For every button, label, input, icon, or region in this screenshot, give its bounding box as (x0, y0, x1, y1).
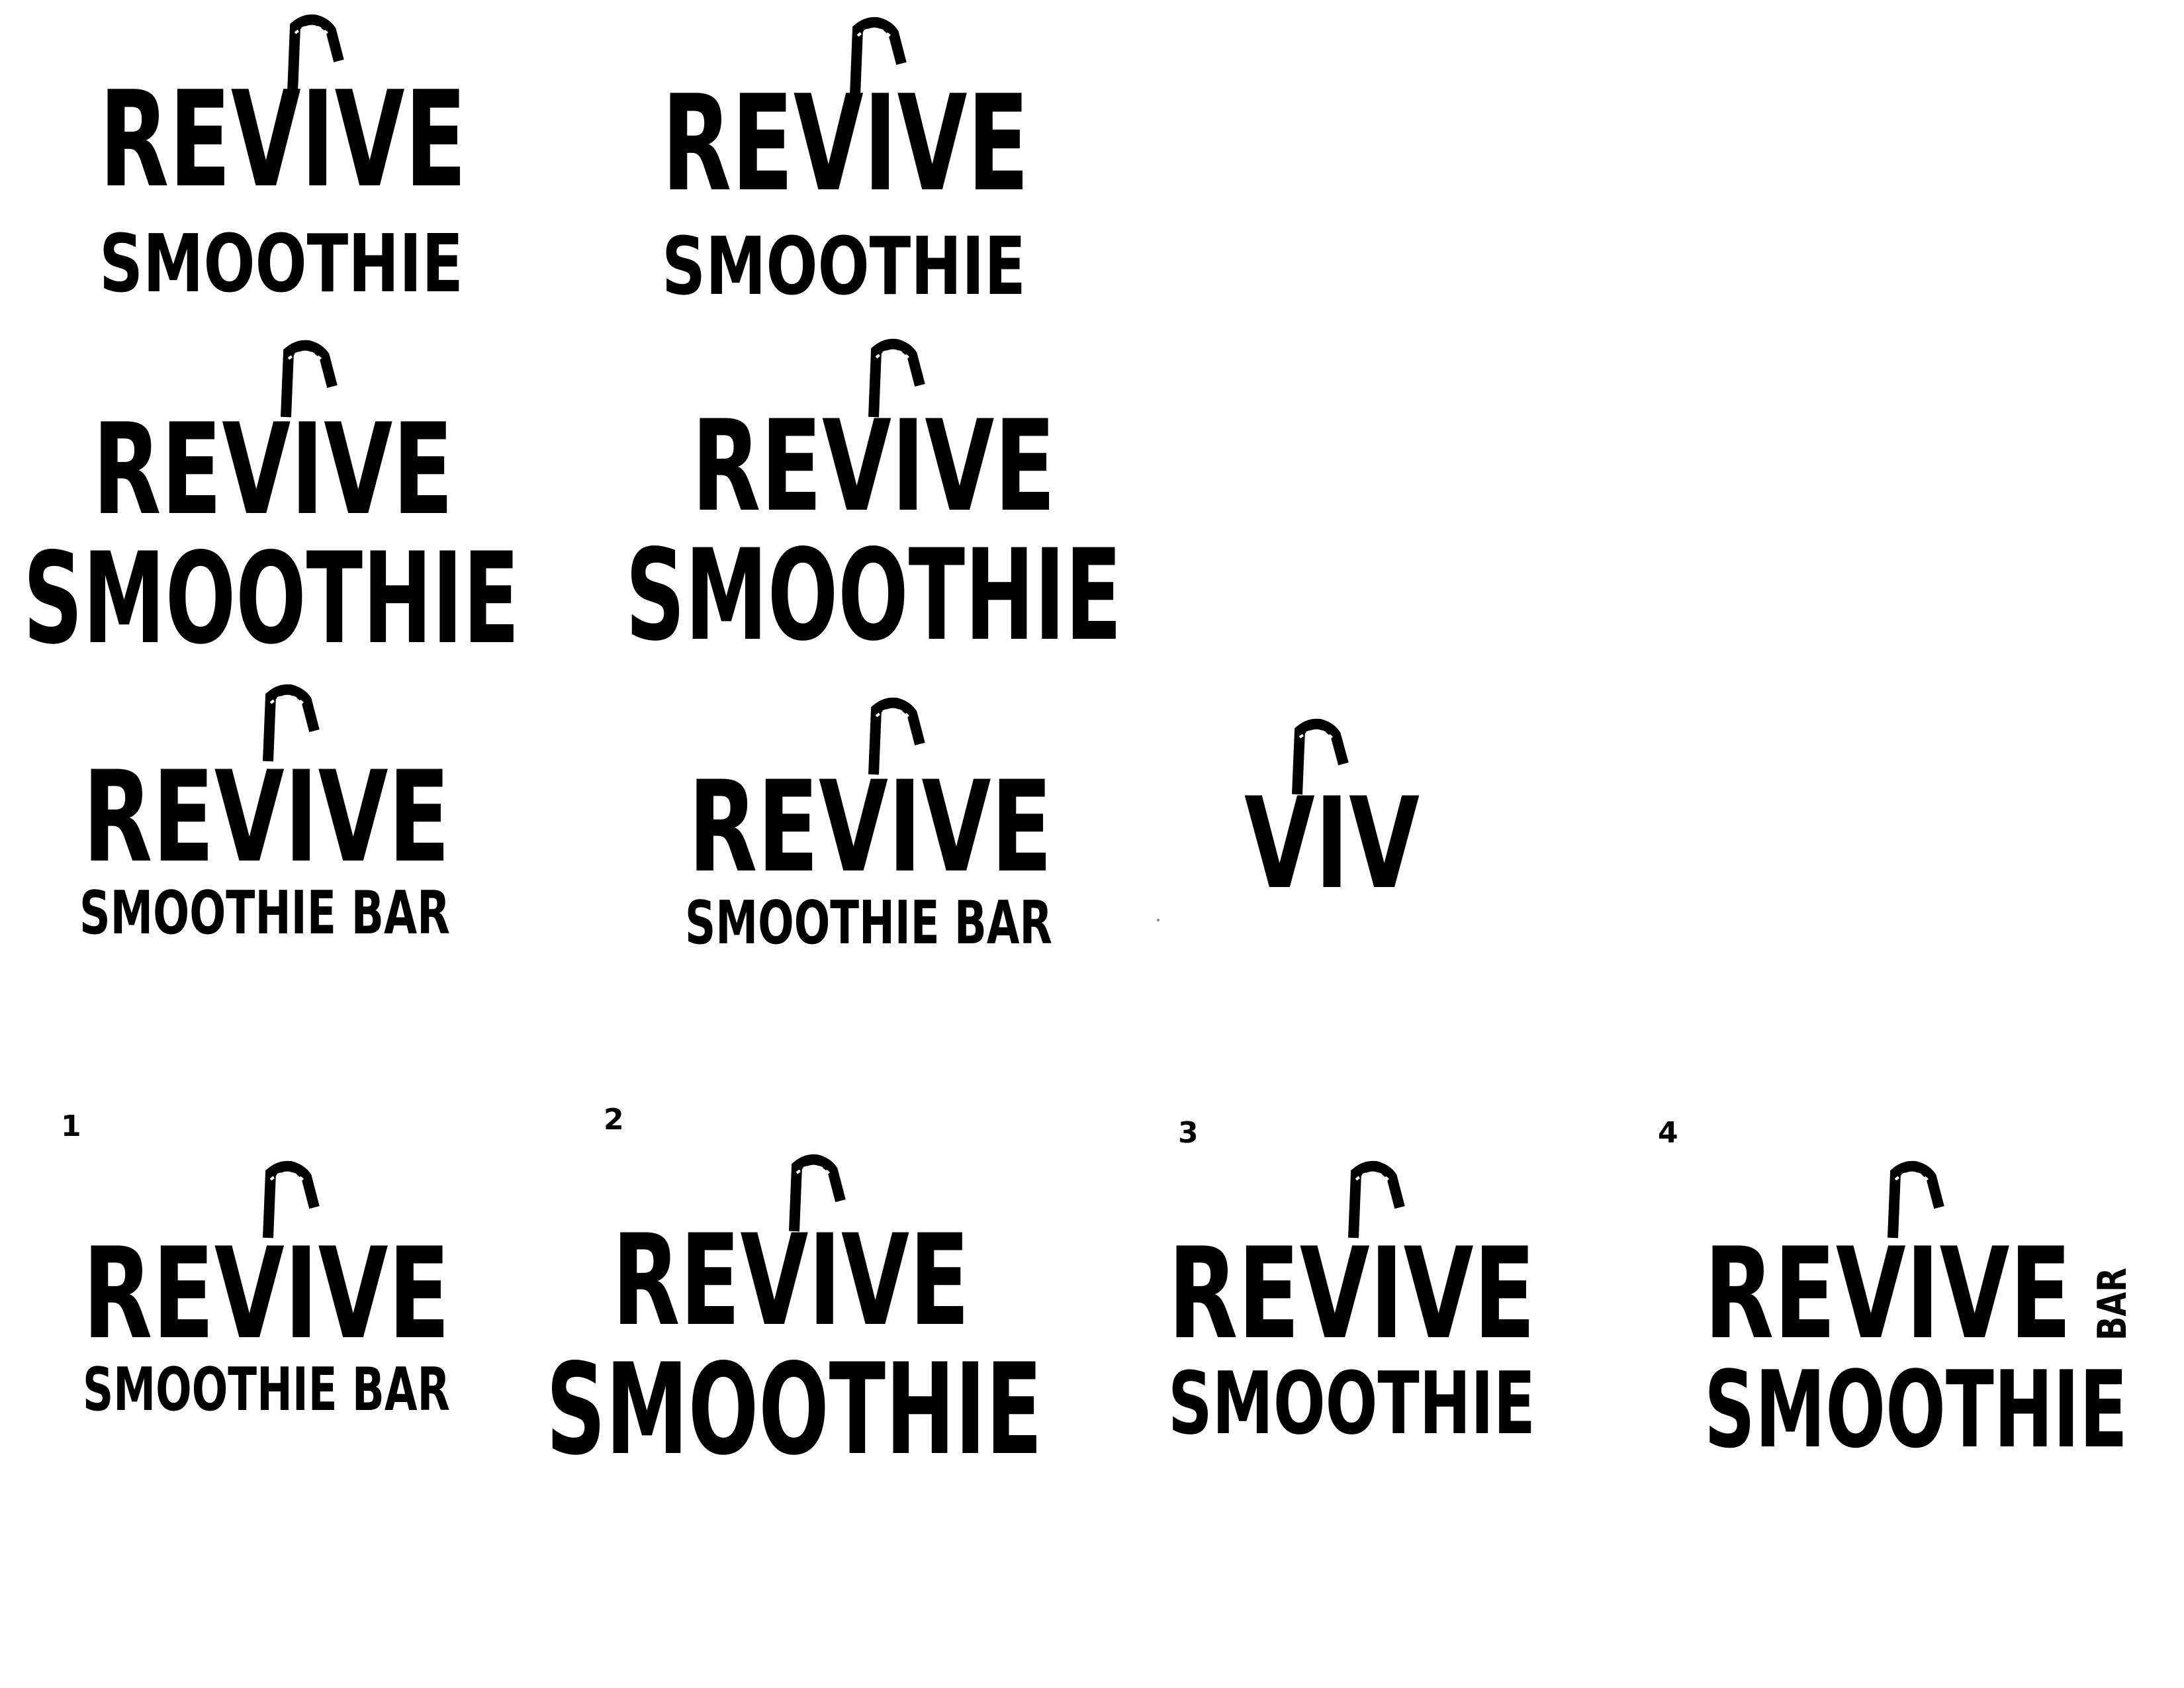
wordmark-secondary: SMOOTHIE BAR (79, 878, 450, 948)
wordmark-secondary: SMOOTHIE BAR (685, 888, 1052, 958)
stray-mark (1157, 919, 1160, 921)
wordmark-secondary: SMOOTHIE (1168, 1353, 1535, 1454)
bendy-straw-icon (1888, 1160, 1944, 1239)
wordmark-secondary: SMOOTHIE (546, 1336, 1042, 1483)
wordmark-secondary: SMOOTHIE (1704, 1348, 2128, 1472)
bendy-straw-icon (1348, 1160, 1405, 1239)
bendy-straw-icon (789, 1154, 846, 1232)
logo-concept-5: REVIVE SMOOTHIE BAR (76, 684, 453, 948)
bendy-straw-icon (287, 14, 344, 93)
bendy-straw-icon (868, 697, 925, 775)
option-number-1: 1 (61, 1109, 81, 1143)
wordmark-secondary: SMOOTHIE (625, 522, 1122, 669)
logo-concept-3: REVIVE SMOOTHIE (20, 340, 523, 672)
bendy-straw-icon (1292, 718, 1349, 795)
wordmark-primary: REVIVE (93, 397, 453, 543)
wordmark-primary: REVIVE (662, 67, 1029, 221)
wordmark-secondary: SMOOTHIE BAR (83, 1355, 450, 1425)
wordmark-primary: REVIVE (612, 1207, 970, 1354)
wordmark-primary: REVIVE (1168, 1221, 1535, 1367)
wordmark-primary: REVIVE (83, 1221, 450, 1367)
logo-concept-4: REVIVE SMOOTHIE (622, 338, 1125, 669)
wordmark-primary: REVIVE (688, 754, 1052, 900)
logo-option-4: REVIVE SMOOTHIE BAR (1701, 1160, 2151, 1472)
bendy-straw-icon (281, 340, 338, 418)
wordmark-secondary: SMOOTHIE (23, 526, 520, 672)
wordmark-primary: REVIVE (1704, 1221, 2071, 1367)
logo-option-2: REVIVE SMOOTHIE (543, 1154, 1046, 1483)
logo-concept-7: VIV (1244, 718, 1430, 917)
bendy-straw-icon (868, 338, 925, 418)
wordmark-primary: REVIVE (99, 63, 467, 217)
bendy-straw-icon (263, 1160, 320, 1239)
option-number-3: 3 (1178, 1116, 1199, 1150)
wordmark-vertical-bar: BAR (2089, 1268, 2136, 1340)
logo-concept-6: REVIVE SMOOTHIE BAR (685, 697, 1062, 958)
logo-option-3: REVIVE SMOOTHIE (1165, 1160, 1542, 1454)
logo-concept-1: REVIVE SMOOTHIE (99, 13, 470, 310)
bendy-straw-icon (850, 17, 907, 96)
bendy-straw-icon (263, 684, 320, 762)
logo-concept-2: REVIVE SMOOTHIE (662, 16, 1032, 313)
option-number-4: 4 (1658, 1116, 1678, 1150)
wordmark-secondary: SMOOTHIE (662, 221, 1026, 313)
wordmark-primary: REVIVE (83, 744, 450, 890)
option-number-2: 2 (604, 1103, 624, 1137)
wordmark-primary: REVIVE (692, 393, 1056, 539)
wordmark-primary: VIV (1244, 771, 1420, 917)
wordmark-secondary: SMOOTHIE (99, 218, 463, 310)
logo-option-1: REVIVE SMOOTHIE BAR (79, 1160, 457, 1425)
